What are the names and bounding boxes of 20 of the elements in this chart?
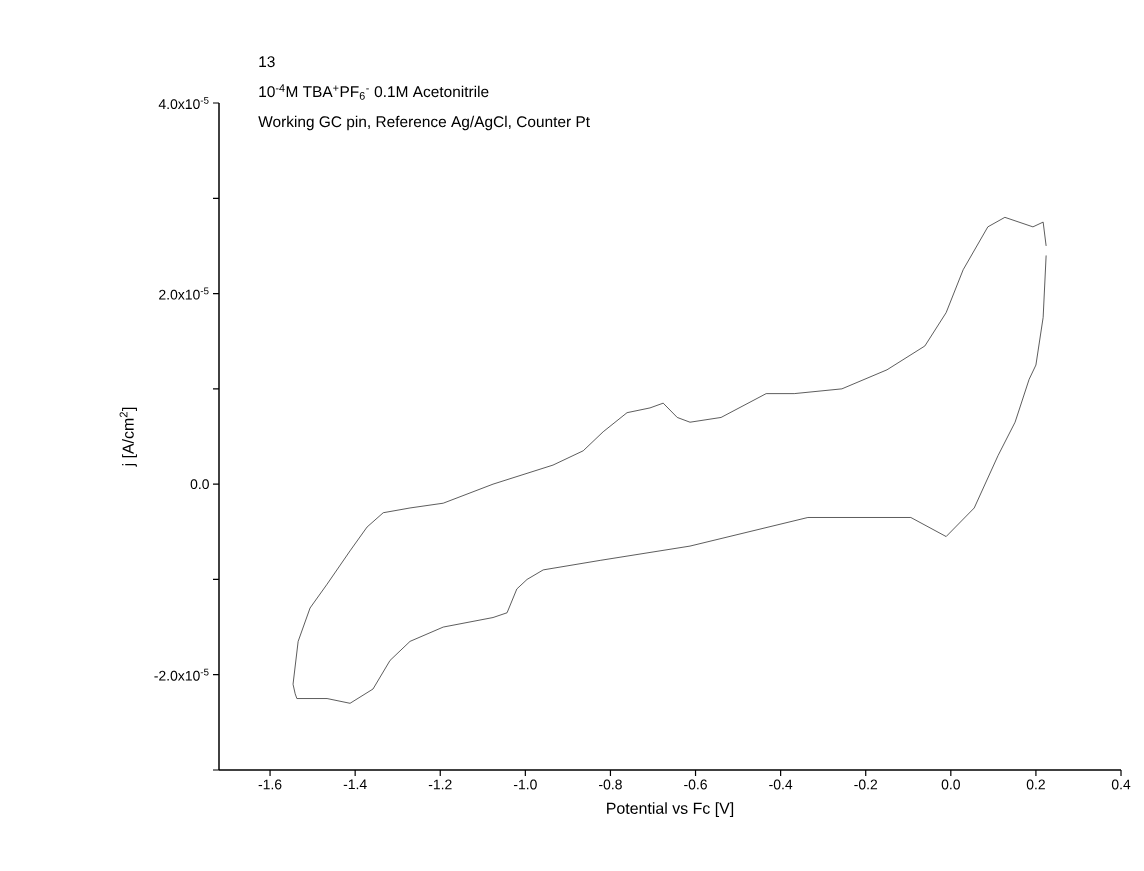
- x-tick-label: -0.4: [769, 779, 793, 790]
- chart-subtitle: 10$^{-4}$M TBA$^{+}$PF$_{6}$$^{-}$ 0.1M Acetonitrile: [259, 84, 489, 100]
- y-tick-label: 2.0x10$^{-5}$: [159, 287, 209, 300]
- x-tick-label: -0.8: [599, 779, 622, 790]
- y-tick-label: 0.0: [190, 479, 209, 490]
- x-tick-label: 0.4: [1111, 779, 1131, 790]
- x-tick-label: 0.2: [1026, 779, 1045, 790]
- chart-title: 13: [259, 56, 275, 68]
- x-tick-label: -1.4: [343, 779, 367, 790]
- x-tick-label: -1.2: [428, 779, 452, 790]
- y-axis-title: j [A/cm$^{2}$]: [119, 407, 137, 467]
- x-tick-label: 0.0: [941, 779, 960, 790]
- y-tick-label: 4.0x10$^{-5}$: [158, 96, 209, 110]
- x-tick-label: -1.6: [258, 779, 282, 790]
- x-tick-label: -0.6: [684, 779, 707, 790]
- x-axis-title: Potential vs Fc [V]: [607, 802, 734, 818]
- x-tick-label: -0.2: [854, 779, 878, 790]
- annotation: Working GC pin, Reference Ag/AgCl, Counter Pt: [258, 115, 590, 131]
- x-tick-label: -1.0: [513, 779, 537, 790]
- y-tick-label: -2.0x10$^{-5}$: [154, 668, 209, 681]
